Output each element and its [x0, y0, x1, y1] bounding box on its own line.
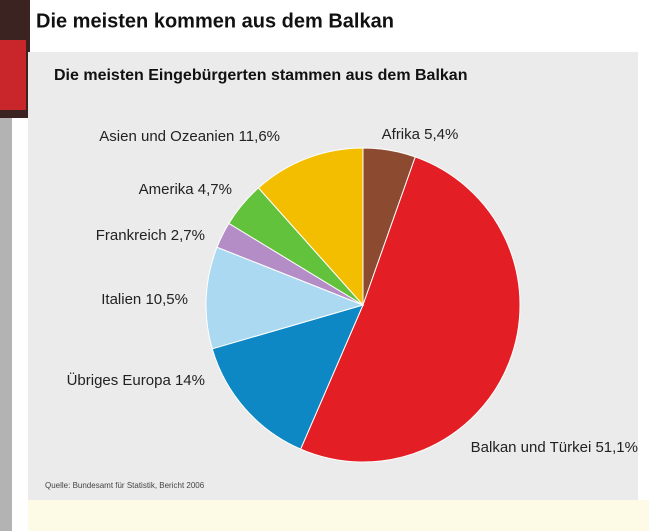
value-label: 2,7% [171, 227, 205, 244]
chart-subtitle: Die meisten Eingebürgerten stammen aus d… [54, 67, 467, 84]
category-label: Amerika [139, 181, 195, 198]
slice-label: Italien 10,5% [101, 291, 188, 308]
photo-detail [0, 40, 26, 110]
pie-slice [299, 156, 521, 463]
category-label: Asien und Ozeanien [99, 128, 234, 145]
value-label: 5,4% [424, 126, 458, 143]
category-label: Italien [101, 291, 141, 308]
pie-slice [211, 304, 364, 450]
footer-band [28, 500, 649, 531]
slice-label: Amerika 4,7% [139, 181, 232, 198]
pie-slice [205, 246, 365, 350]
slice-label: Afrika 5,4% [382, 126, 459, 143]
slice-label: Frankreich 2,7% [96, 227, 205, 244]
chart-title: Die meisten kommen aus dem Balkan [36, 10, 394, 32]
value-label: 11,6% [239, 128, 280, 145]
value-label: 4,7% [198, 181, 232, 198]
category-label: Übriges Europa [67, 371, 172, 389]
slice-label: Asien und Ozeanien 11,6% [99, 128, 280, 145]
source-note: Quelle: Bundesamt für Statistik, Bericht… [45, 481, 205, 490]
pie-slice [257, 147, 364, 307]
value-label: 51,1% [595, 439, 638, 456]
category-label: Frankreich [96, 227, 167, 244]
slice-label: Balkan und Türkei 51,1% [471, 439, 638, 456]
slice-label: Übriges Europa 14% [67, 371, 205, 389]
value-label: 10,5% [145, 291, 188, 308]
category-label: Afrika [382, 126, 421, 143]
value-label: 14% [175, 372, 205, 389]
category-label: Balkan und Türkei [471, 439, 592, 456]
